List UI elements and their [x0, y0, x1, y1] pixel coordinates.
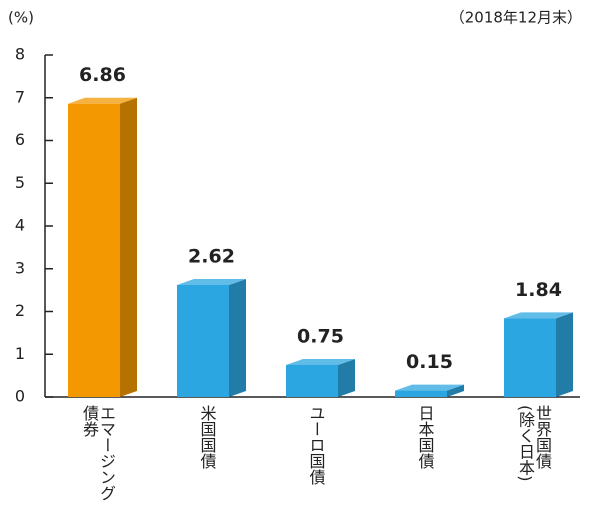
y-tick-label: 3	[15, 258, 25, 277]
bar-top	[286, 358, 355, 365]
bar-side	[338, 358, 355, 397]
bar-top	[504, 312, 573, 319]
bar	[177, 284, 229, 397]
x-tick-label: 世界国債 (除く日本)	[516, 405, 552, 482]
bar-top	[68, 97, 137, 104]
bar-side	[120, 97, 137, 398]
y-tick-label: 4	[15, 216, 25, 235]
value-label: 6.86	[79, 64, 126, 86]
bar-top	[395, 384, 464, 391]
bar-top	[177, 278, 246, 285]
y-tick-label: 2	[15, 301, 25, 320]
y-tick-label: 7	[15, 87, 25, 106]
bar-side	[447, 384, 464, 397]
value-label: 0.15	[406, 351, 453, 373]
y-tick-label: 5	[15, 173, 25, 192]
value-label: 0.75	[297, 325, 344, 347]
x-tick-label: ユーロ国債	[306, 405, 326, 485]
y-tick-label: 8	[15, 45, 25, 64]
y-tick-label: 0	[15, 387, 25, 406]
bar	[504, 318, 556, 397]
bar-side	[229, 278, 246, 397]
note: （2018年12月末）	[450, 9, 582, 27]
bar	[286, 364, 338, 397]
y-tick-label: 6	[15, 130, 25, 149]
x-tick-label: 日本国債	[415, 405, 435, 469]
y-tick-label: 1	[15, 344, 25, 363]
bar-side	[556, 312, 573, 397]
bar	[68, 103, 120, 398]
value-label: 2.62	[188, 245, 235, 267]
value-label: 1.84	[515, 279, 562, 301]
unit-label: (%)	[8, 9, 34, 27]
x-tick-label: エマージング 債券	[80, 405, 116, 501]
x-tick-label: 米国国債	[197, 405, 217, 469]
bar	[395, 390, 447, 397]
